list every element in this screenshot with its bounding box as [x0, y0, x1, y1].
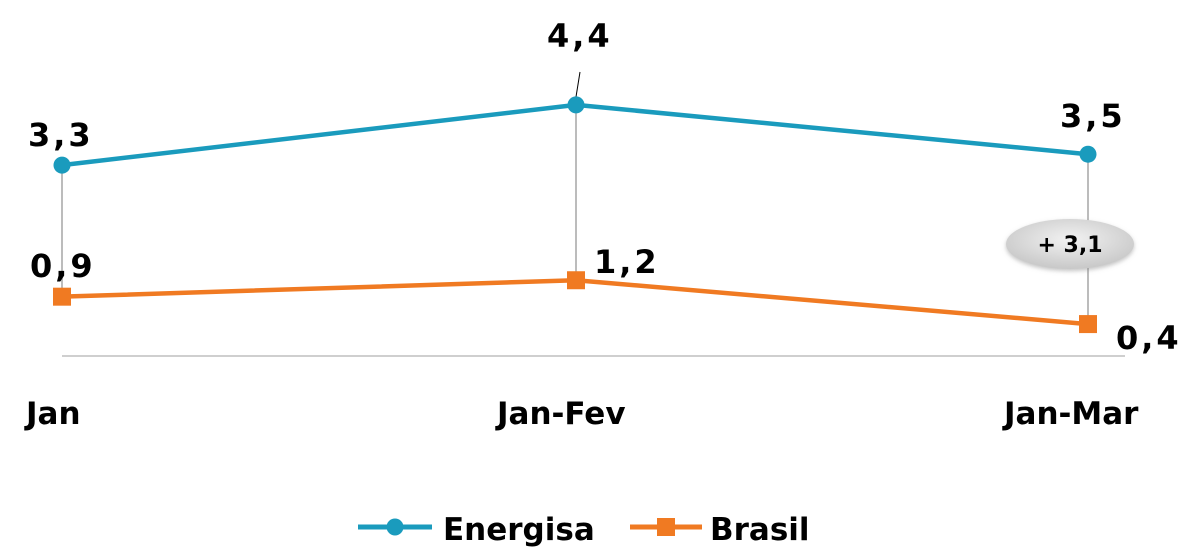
- category-label-1: Jan-Fev: [495, 396, 626, 432]
- category-label-2: Jan-Mar: [1002, 396, 1139, 432]
- data-label-brasil-2: 0,4: [1116, 319, 1182, 357]
- difference-annotation: + 3,1: [1006, 219, 1134, 269]
- legend-label-energisa: Energisa: [443, 512, 595, 548]
- category-label-0: Jan: [24, 396, 81, 432]
- legend-marker-energisa: [386, 518, 404, 536]
- data-label-energisa-2: 3,5: [1060, 97, 1126, 135]
- data-label-brasil-1: 1,2: [594, 243, 660, 281]
- series-line-energisa: [61, 102, 1089, 168]
- series-lines: [61, 102, 1089, 327]
- marker-energisa-0: [53, 156, 71, 174]
- difference-pill: [1006, 219, 1134, 269]
- leader-line: [575, 71, 581, 97]
- marker-brasil-0: [53, 287, 71, 306]
- marker-energisa-1: [567, 96, 585, 114]
- marker-energisa-2: [1079, 145, 1097, 163]
- data-labels: 3,3 4,4 3,5 0,9 1,2 0,4: [28, 17, 1182, 357]
- data-label-energisa-0: 3,3: [28, 116, 94, 154]
- legend-label-brasil: Brasil: [710, 512, 810, 548]
- data-label-energisa-1: 4,4: [547, 17, 613, 55]
- marker-brasil-1: [567, 271, 585, 290]
- data-label-brasil-0: 0,9: [30, 247, 96, 285]
- marker-brasil-2: [1079, 315, 1097, 334]
- legend: Energisa Brasil: [358, 512, 810, 548]
- difference-label: + 3,1: [1037, 233, 1102, 258]
- category-labels: Jan Jan-Fev Jan-Mar: [24, 396, 1139, 432]
- legend-marker-brasil: [657, 518, 675, 536]
- series-markers: [53, 96, 1097, 334]
